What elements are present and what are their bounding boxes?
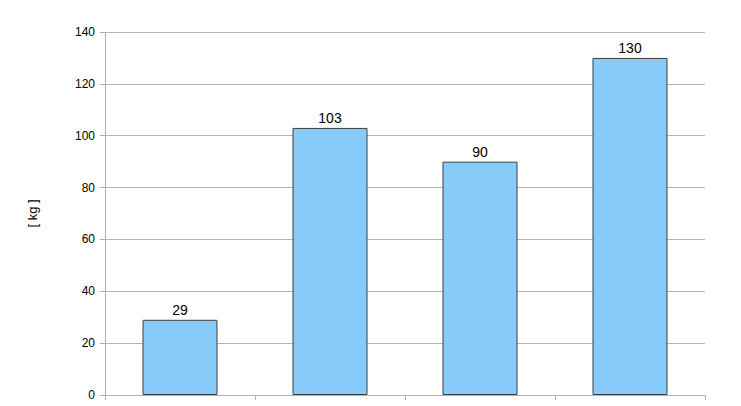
svg-text:103: 103 [318,110,342,126]
svg-text:20: 20 [82,336,96,350]
svg-text:130: 130 [618,40,642,56]
svg-text:60: 60 [82,232,96,246]
svg-text:90: 90 [472,144,488,160]
svg-text:29: 29 [172,302,188,318]
svg-text:140: 140 [75,25,95,39]
svg-text:0: 0 [88,388,95,402]
svg-text:40: 40 [82,284,96,298]
svg-text:100: 100 [75,129,95,143]
svg-text:120: 120 [75,77,95,91]
svg-text:80: 80 [82,181,96,195]
svg-text:[ kg ]: [ kg ] [25,199,40,227]
